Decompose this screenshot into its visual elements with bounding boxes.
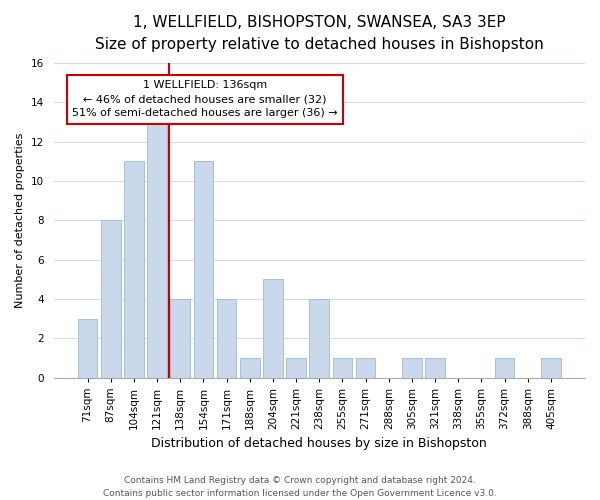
Bar	[77, 318, 97, 378]
Bar	[170, 299, 190, 378]
Bar	[541, 358, 561, 378]
Bar	[263, 280, 283, 378]
Bar	[495, 358, 514, 378]
Bar	[124, 162, 144, 378]
Bar	[310, 299, 329, 378]
Text: Contains HM Land Registry data © Crown copyright and database right 2024.
Contai: Contains HM Land Registry data © Crown c…	[103, 476, 497, 498]
Bar	[425, 358, 445, 378]
Bar	[240, 358, 260, 378]
Title: 1, WELLFIELD, BISHOPSTON, SWANSEA, SA3 3EP
Size of property relative to detached: 1, WELLFIELD, BISHOPSTON, SWANSEA, SA3 3…	[95, 15, 544, 52]
Bar	[194, 162, 213, 378]
Bar	[217, 299, 236, 378]
Bar	[332, 358, 352, 378]
Bar	[147, 122, 167, 378]
Y-axis label: Number of detached properties: Number of detached properties	[15, 132, 25, 308]
Bar	[356, 358, 376, 378]
Bar	[101, 220, 121, 378]
Bar	[286, 358, 306, 378]
Bar	[402, 358, 422, 378]
X-axis label: Distribution of detached houses by size in Bishopston: Distribution of detached houses by size …	[151, 437, 487, 450]
Text: 1 WELLFIELD: 136sqm
← 46% of detached houses are smaller (32)
51% of semi-detach: 1 WELLFIELD: 136sqm ← 46% of detached ho…	[72, 80, 338, 118]
